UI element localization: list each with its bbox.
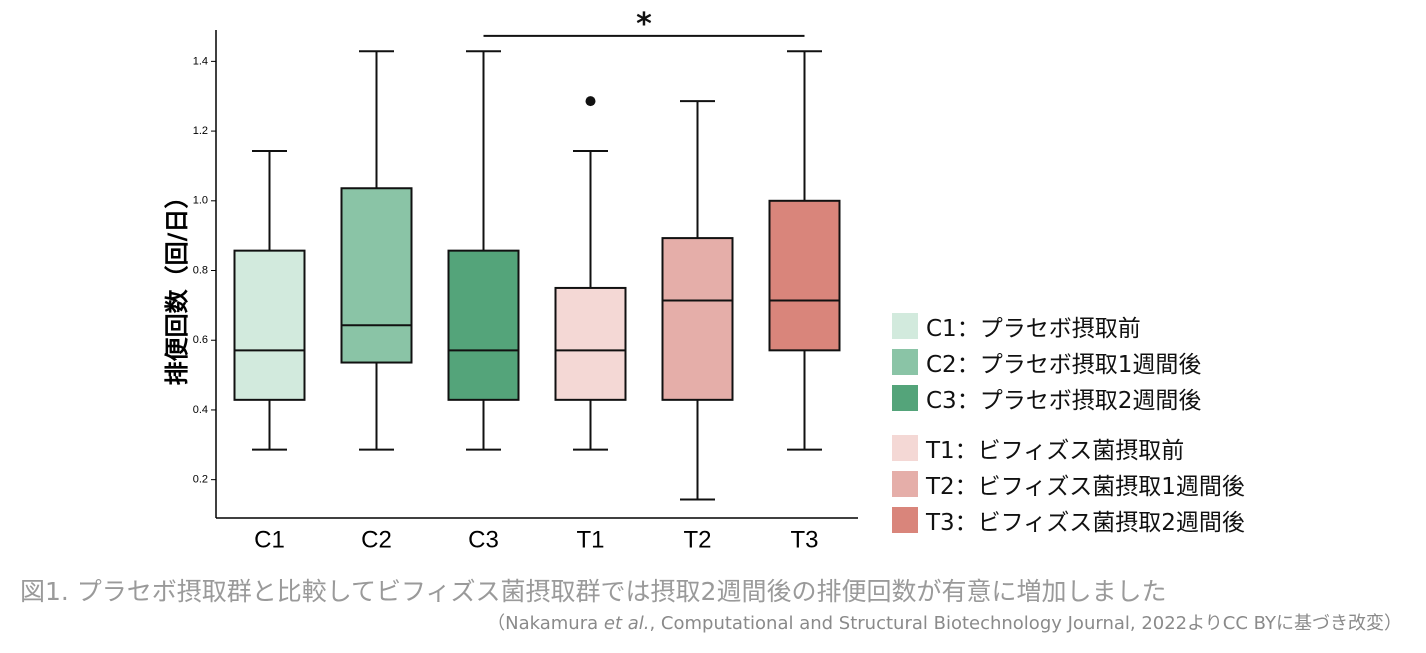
source-text-before: （Nakamura xyxy=(487,613,604,634)
legend-swatch-t2 xyxy=(892,471,918,497)
axes: 0.2 0.4 0.6 0.8 1.0 1.2 1.4 C1 C2 C3 T1 T2 T3 xyxy=(193,30,858,553)
legend-swatch-c1 xyxy=(892,313,918,339)
boxes xyxy=(233,50,841,501)
x-tick-label: C3 xyxy=(468,526,499,553)
legend-spacer xyxy=(892,416,1412,430)
box-c1 xyxy=(233,149,306,451)
y-axis-label: 排便回数（回/日） xyxy=(163,185,191,386)
y-tick-label: 1.0 xyxy=(193,195,208,207)
box-body xyxy=(554,286,627,401)
box-body xyxy=(340,187,413,364)
outlier-point xyxy=(585,96,596,107)
legend-swatch-c2 xyxy=(892,349,918,375)
x-tick-label: T1 xyxy=(576,526,604,553)
significance-bracket: * xyxy=(483,7,805,42)
box-body xyxy=(233,249,306,401)
box-body xyxy=(447,249,520,401)
figure-caption: 図1. プラセボ摂取群と比較してビフィズス菌摂取群では摂取2週間後の排便回数が有… xyxy=(20,577,1167,606)
box-plot-chart: 0.2 0.4 0.6 0.8 1.0 1.2 1.4 C1 C2 C3 T1 T2 T3 * 排便回数… xyxy=(163,7,858,553)
y-tick-label: 0.2 xyxy=(193,474,208,486)
legend-item-t3: T3：ビフィズス菌摂取2週間後 xyxy=(892,502,1412,538)
x-tick-label: T3 xyxy=(790,526,818,553)
significance-star: * xyxy=(636,7,652,42)
y-tick-label: 0.6 xyxy=(193,334,208,346)
y-tick-label: 0.4 xyxy=(193,404,208,416)
legend-swatch-c3 xyxy=(892,385,918,411)
box-t2 xyxy=(661,100,734,501)
legend-label-c2: C2：プラセボ摂取1週間後 xyxy=(926,352,1202,378)
x-tick-label: T2 xyxy=(683,526,711,553)
legend-label-t2: T2：ビフィズス菌摂取1週間後 xyxy=(926,474,1245,500)
legend-swatch-t3 xyxy=(892,507,918,533)
figure-source: （Nakamura et al., Computational and Stru… xyxy=(487,609,1402,635)
box-t1 xyxy=(554,96,627,451)
box-c2 xyxy=(340,50,413,451)
box-c3 xyxy=(447,50,520,451)
legend: C1：プラセボ摂取前 C2：プラセボ摂取1週間後 C3：プラセボ摂取2週間後 T… xyxy=(892,308,1412,538)
legend-label-c1: C1：プラセボ摂取前 xyxy=(926,316,1141,342)
y-tick-label: 1.4 xyxy=(193,55,208,67)
x-tick-label: C1 xyxy=(254,526,285,553)
source-text-italic: et al. xyxy=(603,613,650,634)
box-t3 xyxy=(768,50,841,451)
legend-item-c1: C1：プラセボ摂取前 xyxy=(892,308,1412,344)
y-tick-label: 1.2 xyxy=(193,125,208,137)
x-tick-label: C2 xyxy=(361,526,392,553)
legend-item-t1: T1：ビフィズス菌摂取前 xyxy=(892,430,1412,466)
legend-label-t1: T1：ビフィズス菌摂取前 xyxy=(926,438,1185,464)
y-tick-label: 0.8 xyxy=(193,264,208,276)
box-body xyxy=(661,237,734,401)
legend-swatch-t1 xyxy=(892,435,918,461)
legend-label-c3: C3：プラセボ摂取2週間後 xyxy=(926,388,1202,414)
box-body xyxy=(768,199,841,352)
source-text-after: , Computational and Structural Biotechno… xyxy=(649,613,1402,634)
legend-item-t2: T2：ビフィズス菌摂取1週間後 xyxy=(892,466,1412,502)
legend-item-c2: C2：プラセボ摂取1週間後 xyxy=(892,344,1412,380)
legend-label-t3: T3：ビフィズス菌摂取2週間後 xyxy=(926,510,1245,536)
legend-item-c3: C3：プラセボ摂取2週間後 xyxy=(892,380,1412,416)
